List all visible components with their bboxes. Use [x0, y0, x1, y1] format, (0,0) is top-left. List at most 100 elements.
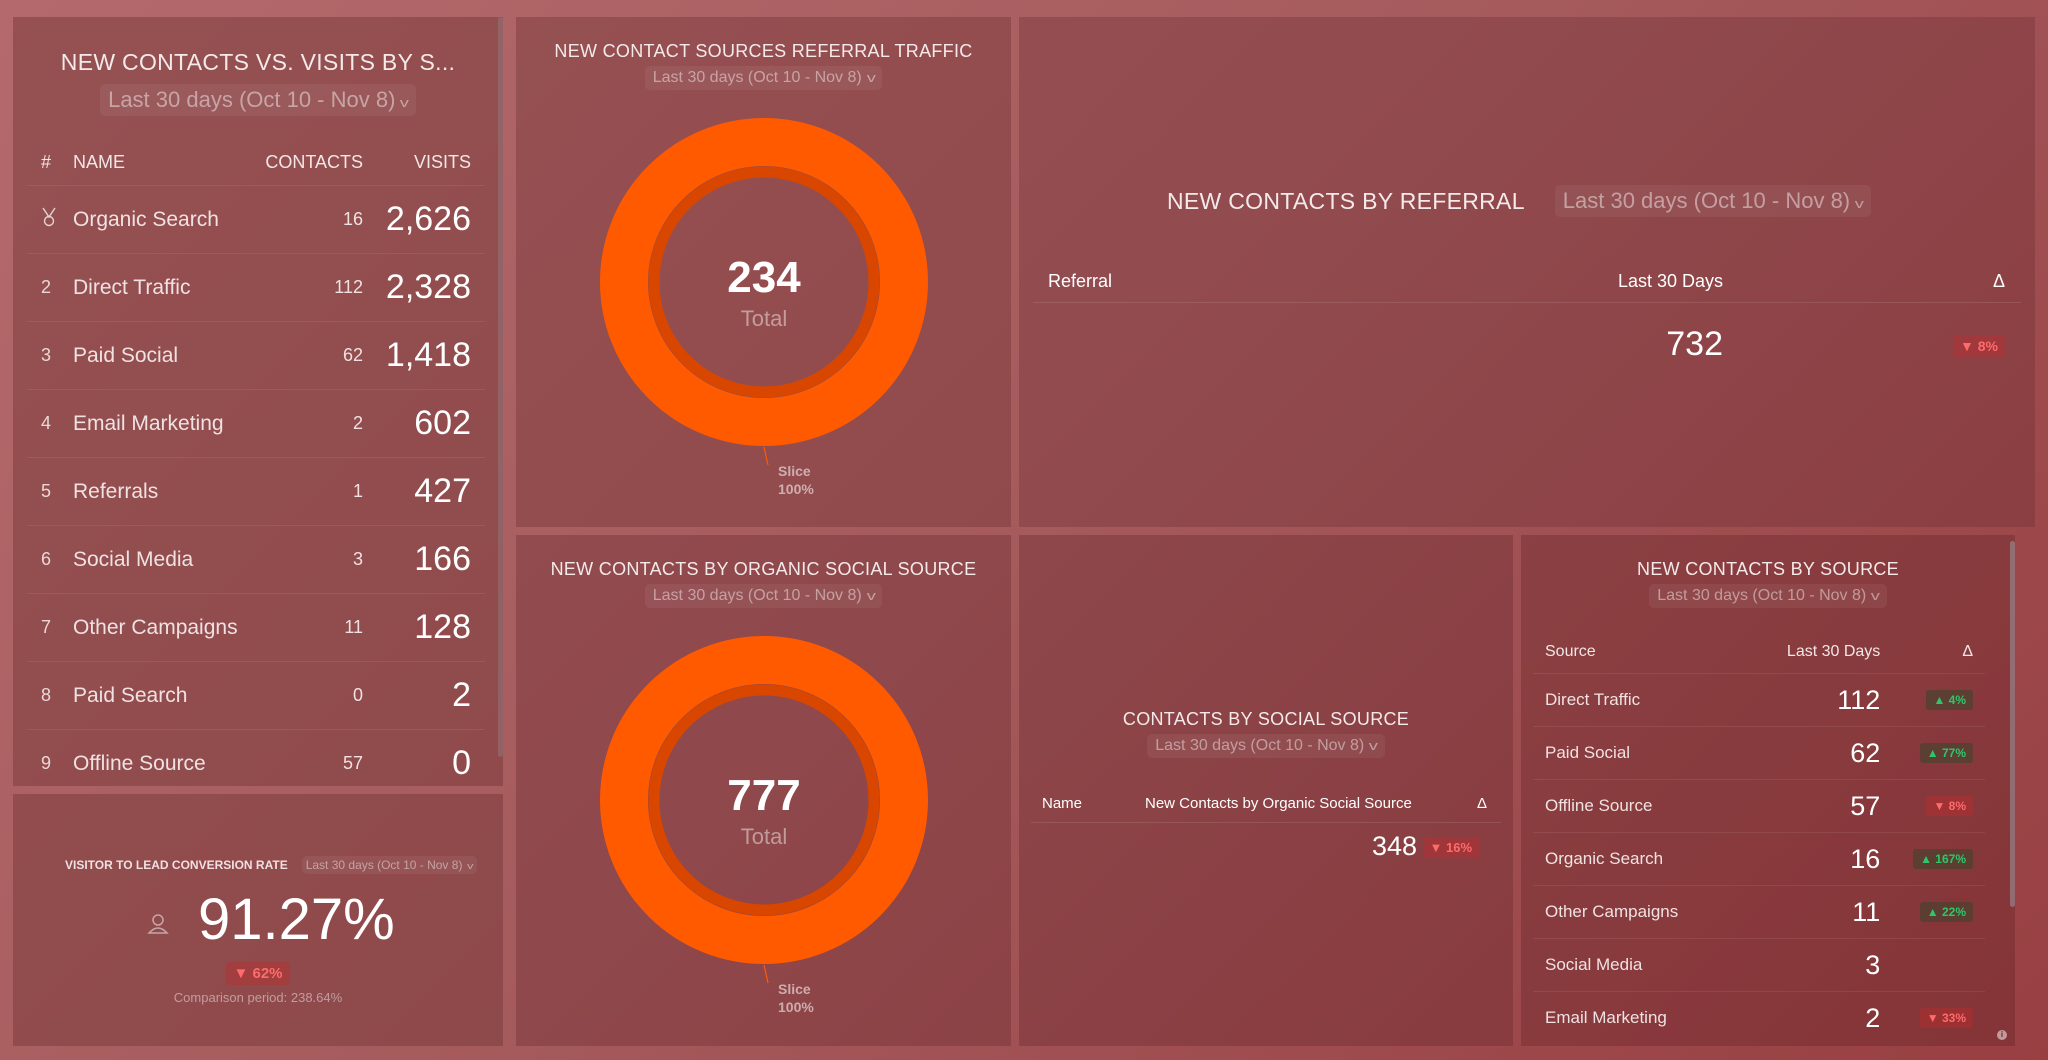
scrollbar[interactable]	[498, 17, 503, 757]
chevron-down-icon: v	[866, 588, 876, 603]
source-name: Referrals	[73, 457, 254, 526]
table-row[interactable]: Paid Social 62 ▲ 77%	[1533, 726, 1985, 780]
table-row[interactable]: Social Media 3	[1533, 938, 1985, 992]
rank-cell: 5	[27, 457, 73, 526]
visits-value: 602	[385, 389, 485, 458]
date-range-dropdown[interactable]: Last 30 days (Oct 10 - Nov 8) v	[644, 66, 883, 90]
visits-value: 166	[385, 525, 485, 594]
visits-value: 2,626	[385, 185, 485, 254]
table-row[interactable]: 8 Paid Search 0 2	[27, 661, 485, 730]
delta-badge: ▲ 4%	[1926, 690, 1973, 710]
source-name: Paid Social	[73, 321, 254, 390]
comparison-text: Comparison period: 238.64%	[173, 990, 343, 1005]
donut-chart: 777 Total Slice 100%	[600, 636, 928, 1015]
source-name: Organic Search	[1533, 832, 1745, 886]
donut-total-label: Total	[741, 306, 787, 331]
chevron-down-icon: v	[467, 861, 474, 871]
col-name: Name	[1042, 795, 1083, 812]
source-name: Organic Search	[73, 185, 254, 254]
source-panel: NEW CONTACTS BY SOURCE Last 30 days (Oct…	[1521, 535, 2015, 1046]
social-source-panel: CONTACTS BY SOCIAL SOURCE Last 30 days (…	[1019, 535, 1513, 1046]
delta-badge: ▼ 62%	[226, 962, 290, 985]
table-row[interactable]: 3 Paid Social 62 1,418	[27, 321, 485, 390]
rank-cell: 3	[27, 321, 73, 390]
col-contacts: New Contacts by Organic Social Source	[1145, 795, 1412, 812]
source-name: Offline Source	[1533, 779, 1745, 833]
donut-inner-ring	[648, 684, 880, 916]
date-range-dropdown[interactable]: Last 30 days (Oct 10 - Nov 8) v	[1147, 734, 1385, 758]
source-name: Email Marketing	[73, 389, 254, 458]
source-value: 16	[1744, 832, 1881, 886]
visits-table: # NAME CONTACTS VISITS Organic Search 16 2…	[27, 152, 485, 786]
scrollbar[interactable]	[2010, 541, 2015, 907]
contacts-value: 2	[253, 389, 385, 458]
contacts-value: 1	[253, 457, 385, 526]
date-range-dropdown[interactable]: Last 30 days (Oct 10 - Nov 8) v	[1649, 584, 1887, 608]
donut-total: 234	[727, 253, 801, 302]
source-name: Other Campaigns	[73, 593, 254, 662]
source-name: Direct Traffic	[1533, 673, 1745, 727]
contacts-value: 57	[253, 729, 385, 786]
referral-traffic-panel: NEW CONTACT SOURCES REFERRAL TRAFFIC Las…	[516, 17, 1011, 527]
table-row[interactable]: 5 Referrals 1 427	[27, 457, 485, 526]
rank-cell: 8	[27, 661, 73, 730]
visits-value: 0	[385, 729, 485, 786]
table-row[interactable]: 6 Social Media 3 166	[27, 525, 485, 594]
rank-cell: 9	[27, 729, 73, 786]
date-range-dropdown[interactable]: Last 30 days (Oct 10 - Nov 8) v	[1554, 185, 1871, 217]
contacts-value: 11	[253, 593, 385, 662]
source-value: 62	[1744, 726, 1881, 780]
chevron-down-icon: v	[400, 95, 410, 110]
chevron-down-icon: v	[1854, 196, 1864, 211]
chevron-down-icon: v	[866, 70, 876, 85]
donut-inner-ring	[648, 166, 880, 398]
table-row[interactable]: Organic Search 16 2,626	[27, 185, 485, 254]
table-row[interactable]: 9 Offline Source 57 0	[27, 729, 485, 786]
visits-value: 1,418	[385, 321, 485, 390]
delta-badge: ▲ 22%	[1919, 902, 1973, 922]
source-value: 2	[1744, 991, 1881, 1045]
source-name: Social Media	[73, 525, 254, 594]
source-name: Other Campaigns	[1533, 885, 1745, 939]
donut-slice[interactable]	[600, 636, 928, 964]
slice-name: Slice	[778, 463, 811, 479]
slice-leader-line	[763, 446, 769, 466]
slice-percent: 100%	[778, 481, 814, 497]
delta-badge: ▼ 33%	[1919, 1008, 1973, 1029]
source-name: Email Marketing	[1533, 991, 1745, 1045]
visits-value: 2	[385, 661, 485, 730]
table-row[interactable]: Offline Source 57 ▼ 8%	[1533, 779, 1985, 833]
contacts-value: 62	[253, 321, 385, 390]
table-row[interactable]: Email Marketing 2 ▼ 33%	[1533, 991, 1985, 1045]
chart-title: NEW CONTACTS BY ORGANIC SOCIAL SOURCE	[550, 559, 977, 579]
date-range-dropdown[interactable]: Last 30 days (Oct 10 - Nov 8) v	[100, 84, 416, 116]
referral-value: 732	[1666, 325, 1723, 363]
table-row[interactable]: 7 Other Campaigns 11 128	[27, 593, 485, 662]
delta-badge: ▼ 8%	[1953, 335, 2005, 357]
col-last-30-days: Last 30 Days	[1617, 271, 1723, 291]
table-row[interactable]: 4 Email Marketing 2 602	[27, 389, 485, 458]
rank-cell: 7	[27, 593, 73, 662]
user-icon	[147, 914, 169, 934]
col-source: Source	[1545, 643, 1596, 660]
table-row[interactable]: Other Campaigns 11 ▲ 22%	[1533, 885, 1985, 939]
delta-badge: ▲ 167%	[1913, 849, 1973, 869]
col-name: NAME	[73, 152, 126, 172]
rank-cell: 2	[27, 253, 73, 322]
col-delta: Δ	[1992, 271, 2005, 291]
date-range-dropdown[interactable]: Last 30 days (Oct 10 - Nov 8) v	[301, 856, 477, 874]
delta-badge: ▼ 16%	[1422, 837, 1479, 858]
rank-cell	[27, 185, 73, 254]
date-range-dropdown[interactable]: Last 30 days (Oct 10 - Nov 8) v	[644, 584, 883, 608]
medal-icon	[42, 207, 56, 227]
contacts-value: 16	[253, 185, 385, 254]
table-row[interactable]: Organic Search 16 ▲ 167%	[1533, 832, 1985, 886]
table-row[interactable]: Direct Traffic 112 ▲ 4%	[1533, 673, 1985, 727]
table-row[interactable]: 2 Direct Traffic 112 2,328	[27, 253, 485, 322]
delta-badge: ▲ 77%	[1919, 743, 1973, 763]
source-value: 3	[1744, 938, 1881, 992]
info-icon[interactable]: i	[1997, 1030, 2007, 1040]
donut-slice[interactable]	[600, 118, 928, 446]
chevron-down-icon: v	[1368, 738, 1379, 753]
source-value: 112	[1744, 673, 1881, 727]
